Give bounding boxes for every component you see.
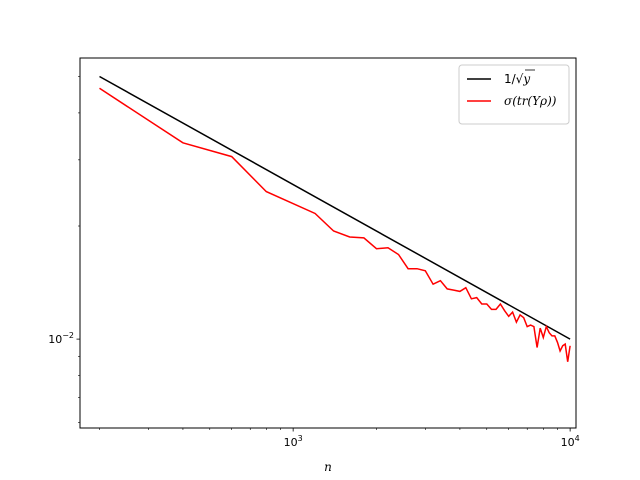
series-group: [99, 75, 571, 362]
plot-area: [99, 75, 571, 362]
legend-label-2: σ(tr(Yρ)): [504, 94, 557, 108]
x-tick-label: 103: [284, 434, 303, 449]
legend-label-1: 1/√y: [504, 72, 530, 86]
series-line-1: [99, 75, 571, 340]
x-axis-label: n: [324, 460, 332, 474]
ticks-group: 103 104 10−2: [48, 76, 580, 449]
x-tick-label: 104: [561, 434, 580, 449]
axes-frame: [79, 57, 577, 429]
series-line-2: [99, 87, 571, 362]
y-tick-label: 10−2: [48, 331, 74, 346]
legend: 1/√y σ(tr(Yρ)): [458, 64, 570, 125]
